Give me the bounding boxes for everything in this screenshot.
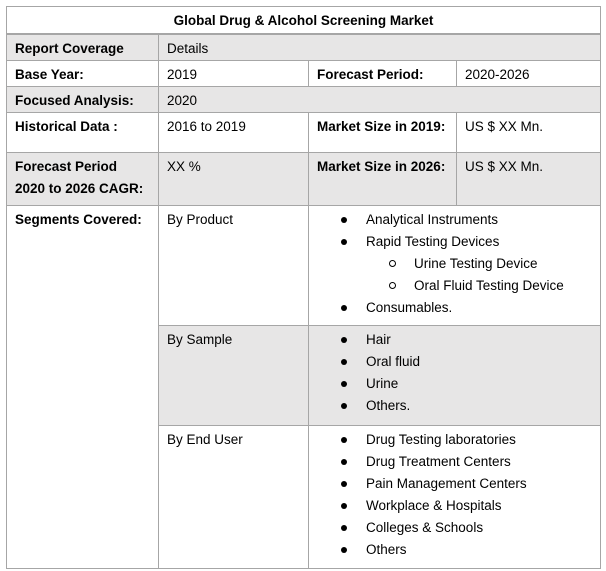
historical-data-value: 2016 to 2019	[158, 111, 309, 153]
market-report-table: Global Drug & Alcohol Screening Market R…	[5, 6, 602, 569]
list-item: Others.	[317, 395, 592, 417]
list-item: Drug Testing laboratories	[317, 429, 592, 451]
list-item: Pain Management Centers	[317, 473, 592, 495]
list-item: Workplace & Hospitals	[317, 495, 592, 517]
list-item: Analytical Instruments	[317, 209, 592, 231]
table-title: Global Drug & Alcohol Screening Market	[5, 6, 602, 35]
market-size-2026-value: US $ XX Mn.	[455, 151, 602, 206]
segment-items: Hair Oral fluid Urine Others.	[307, 324, 602, 426]
list-item: Consumables.	[317, 297, 592, 319]
forecast-period-label: Forecast Period:	[308, 59, 457, 87]
market-size-2026-label: Market Size in 2026:	[308, 151, 457, 206]
list-item: Urine	[317, 373, 592, 395]
sub-list-item: Oral Fluid Testing Device	[317, 275, 592, 297]
list-item: Hair	[317, 329, 592, 351]
list-item: Colleges & Schools	[317, 517, 592, 539]
list-item: Rapid Testing Devices	[317, 231, 592, 253]
cagr-value: XX %	[158, 151, 309, 206]
cagr-label: Forecast Period 2020 to 2026 CAGR:	[6, 151, 159, 206]
focused-analysis-value: 2020	[157, 85, 602, 113]
report-coverage-value: Details	[157, 33, 602, 61]
list-item: Oral fluid	[317, 351, 592, 373]
segment-name: By Product	[158, 204, 309, 326]
base-year-label: Base Year:	[6, 59, 159, 87]
segments-label: Segments Covered:	[6, 204, 159, 569]
historical-data-label: Historical Data :	[6, 111, 159, 153]
market-size-2019-label: Market Size in 2019:	[308, 111, 457, 153]
sub-list-item: Urine Testing Device	[317, 253, 592, 275]
segment-name: By Sample	[158, 324, 309, 426]
segment-items: Drug Testing laboratories Drug Treatment…	[307, 424, 602, 569]
segment-items: Analytical Instruments Rapid Testing Dev…	[307, 204, 602, 326]
list-item: Others	[317, 539, 592, 561]
base-year-value: 2019	[158, 59, 309, 87]
forecast-period-value: 2020-2026	[455, 59, 602, 87]
report-coverage-label: Report Coverage	[6, 33, 159, 61]
focused-analysis-label: Focused Analysis:	[6, 85, 159, 113]
segment-name: By End User	[158, 424, 309, 569]
list-item: Drug Treatment Centers	[317, 451, 592, 473]
market-size-2019-value: US $ XX Mn.	[455, 111, 602, 153]
